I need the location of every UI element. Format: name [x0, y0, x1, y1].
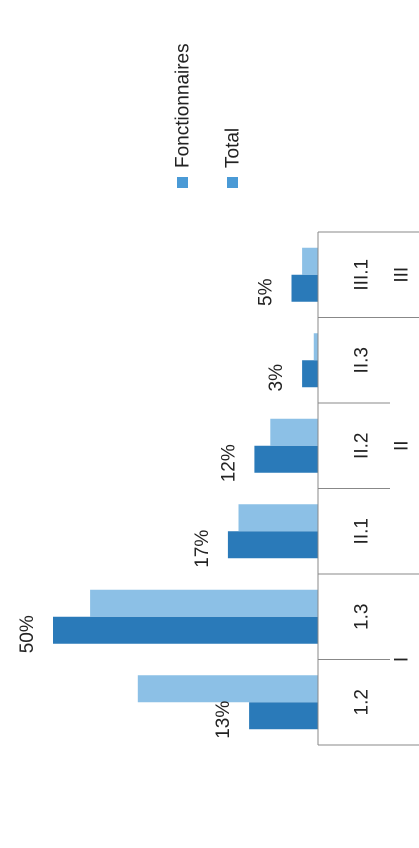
data-label-III-1: 5%: [256, 278, 277, 306]
category-label-1-2: 1.2: [352, 689, 373, 715]
legend-label-total: Total: [223, 128, 244, 168]
group-label-iii: III: [392, 267, 413, 283]
data-label-II-3: 3%: [266, 364, 287, 392]
bar-fonctionnaires-III-1: [291, 274, 318, 302]
legend-label-fonctionnaires: Fonctionnaires: [173, 43, 194, 168]
category-label-II-3: II.3: [352, 347, 373, 373]
bar-total-II-3: [313, 333, 318, 361]
bar-total-III-1: [302, 247, 318, 275]
bar-total-1-2: [137, 675, 318, 703]
bars-layer: [53, 247, 318, 730]
bar-fonctionnaires-II-2: [254, 445, 318, 473]
legend: Fonctionnaires Total: [173, 43, 244, 188]
bar-fonctionnaires-II-3: [302, 360, 318, 388]
bar-fonctionnaires-1-3: [53, 616, 318, 644]
category-label-1-3: 1.3: [352, 604, 373, 630]
data-label-1-2: 13%: [213, 701, 234, 739]
category-label-II-1: II.1: [352, 518, 373, 544]
legend-swatch-fonctionnaires: [177, 177, 188, 188]
bar-total-II-1: [238, 504, 318, 532]
group-label-ii: II: [392, 440, 413, 451]
bar-total-II-2: [270, 418, 318, 446]
group-label-i: I: [392, 657, 413, 662]
data-labels-layer: 13% 50% 17% 12% 3% 5%: [17, 278, 287, 738]
category-label-II-2: II.2: [352, 433, 373, 459]
legend-swatch-total: [227, 177, 238, 188]
data-label-II-2: 12%: [218, 444, 239, 482]
bar-fonctionnaires-1-2: [249, 702, 318, 730]
bar-fonctionnaires-II-1: [227, 531, 318, 559]
data-label-II-1: 17%: [192, 530, 213, 568]
bar-total-1-3: [90, 589, 318, 617]
data-label-1-3: 50%: [17, 615, 38, 653]
category-label-III-1: III.1: [352, 259, 373, 291]
